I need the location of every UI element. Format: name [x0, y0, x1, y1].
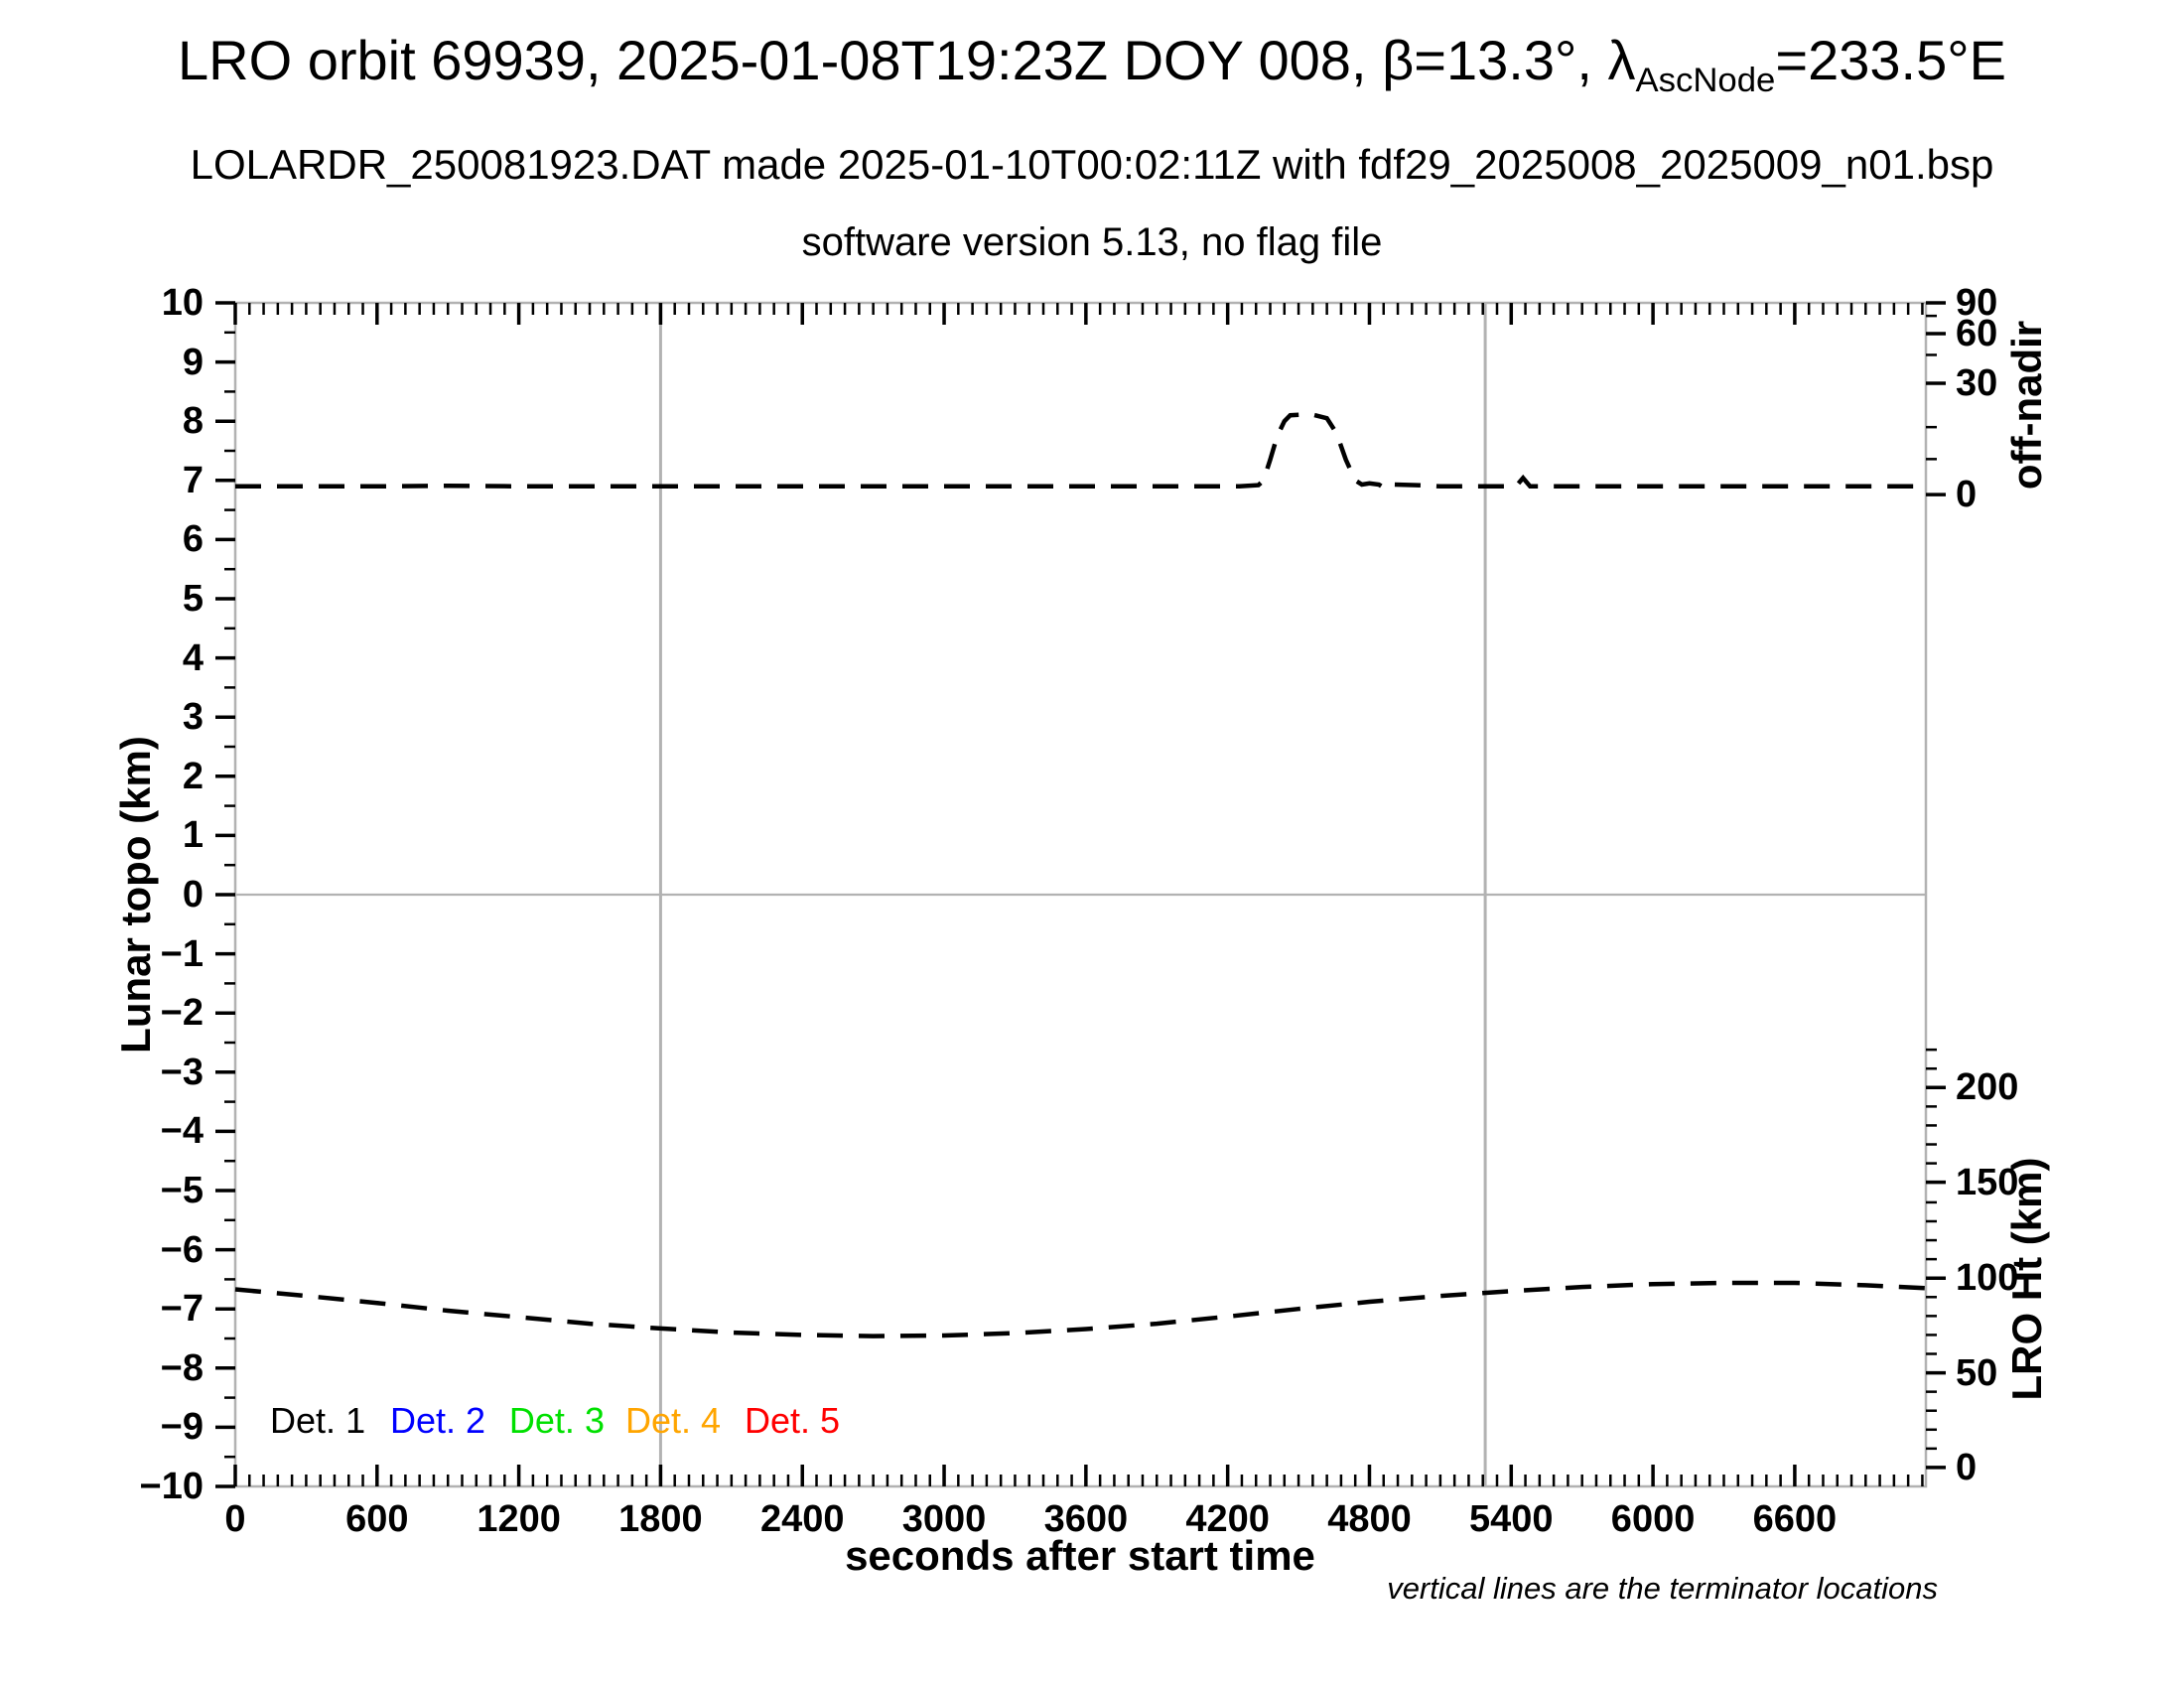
offnadir-tick-label: 60: [1956, 312, 1998, 354]
y-axis-title-left: Lunar topo (km): [112, 736, 159, 1054]
legend-item-det-3: Det. 3: [508, 1400, 605, 1442]
offnadir-tick-label: 30: [1956, 362, 1998, 405]
series-curve-1: [235, 411, 1925, 492]
title-text-1: LRO orbit 69939, 2025-01-08T19:23Z DOY 0…: [178, 29, 1636, 91]
y-left-tick-label: 1: [182, 814, 204, 857]
page-title: LRO orbit 69939, 2025-01-08T19:23Z DOY 0…: [0, 28, 2184, 100]
y-left-tick-label: −9: [160, 1406, 204, 1449]
offnadir-tick-label: 90: [1956, 282, 1998, 324]
y-left-tick-label: −8: [160, 1346, 204, 1389]
plot-canvas: [215, 301, 1946, 1488]
subtitle: LOLARDR_250081923.DAT made 2025-01-10T00…: [190, 141, 1994, 188]
y-left-tick-label: −3: [160, 1051, 204, 1093]
y-left-tick-label: 9: [182, 341, 204, 383]
x-tick-label: 2400: [759, 1498, 845, 1540]
y-left-tick-label: −4: [160, 1110, 204, 1153]
x-tick-label: 3000: [901, 1498, 987, 1540]
x-tick-label: 6000: [1610, 1498, 1696, 1540]
y-left-tick-label: −1: [160, 932, 204, 975]
legend-item-det-4: Det. 4: [625, 1400, 722, 1442]
x-tick-label: 5400: [1469, 1498, 1554, 1540]
series-curve-2: [234, 1280, 1925, 1338]
title-subscript: AscNode: [1635, 62, 1776, 100]
lroht-tick-label: 100: [1956, 1257, 2019, 1300]
x-tick-label: 600: [345, 1498, 409, 1540]
x-tick-label: 4800: [1327, 1498, 1412, 1540]
y-left-tick-label: 7: [182, 459, 204, 501]
lroht-tick-label: 200: [1956, 1066, 2019, 1109]
title-text-2: =233.5°E: [1775, 29, 2006, 91]
legend-item-det-1: Det. 1: [270, 1400, 366, 1442]
y-axis-title-off-nadir: off-nadir: [2003, 320, 2050, 491]
y-left-tick-label: 2: [182, 755, 204, 797]
lroht-tick-label: 0: [1956, 1446, 1978, 1488]
lroht-tick-label: 150: [1956, 1161, 2019, 1203]
y-left-tick-label: −5: [160, 1170, 204, 1211]
x-axis-title: seconds after start time: [845, 1532, 1315, 1579]
version-line: software version 5.13, no flag file: [801, 220, 1383, 264]
plot-area: [215, 301, 1946, 1488]
x-tick-label: 0: [224, 1498, 246, 1540]
y-left-tick-label: −6: [160, 1228, 204, 1271]
y-left-tick-label: 5: [182, 578, 204, 620]
y-left-tick-label: 8: [182, 400, 204, 443]
y-left-tick-label: 0: [182, 874, 204, 915]
y-left-tick-label: 4: [182, 636, 204, 679]
y-left-tick-label: −10: [139, 1466, 204, 1507]
x-tick-label: 1200: [477, 1498, 561, 1540]
y-left-tick-label: 10: [161, 282, 204, 324]
x-tick-label: 1800: [618, 1498, 703, 1540]
x-tick-label: 4200: [1185, 1498, 1270, 1540]
lroht-tick-label: 50: [1956, 1351, 1998, 1394]
y-left-tick-label: −2: [160, 992, 204, 1035]
x-tick-label: 3600: [1043, 1498, 1129, 1540]
terminator-footnote: vertical lines are the terminator locati…: [1387, 1571, 1938, 1606]
legend-item-det-5: Det. 5: [744, 1400, 841, 1442]
y-left-tick-label: 6: [182, 518, 204, 561]
offnadir-tick-label: 0: [1956, 474, 1978, 516]
y-left-tick-label: 3: [182, 696, 204, 739]
y-left-tick-label: −7: [160, 1288, 204, 1331]
legend-item-det-2: Det. 2: [389, 1400, 485, 1442]
x-tick-label: 6600: [1752, 1498, 1838, 1540]
